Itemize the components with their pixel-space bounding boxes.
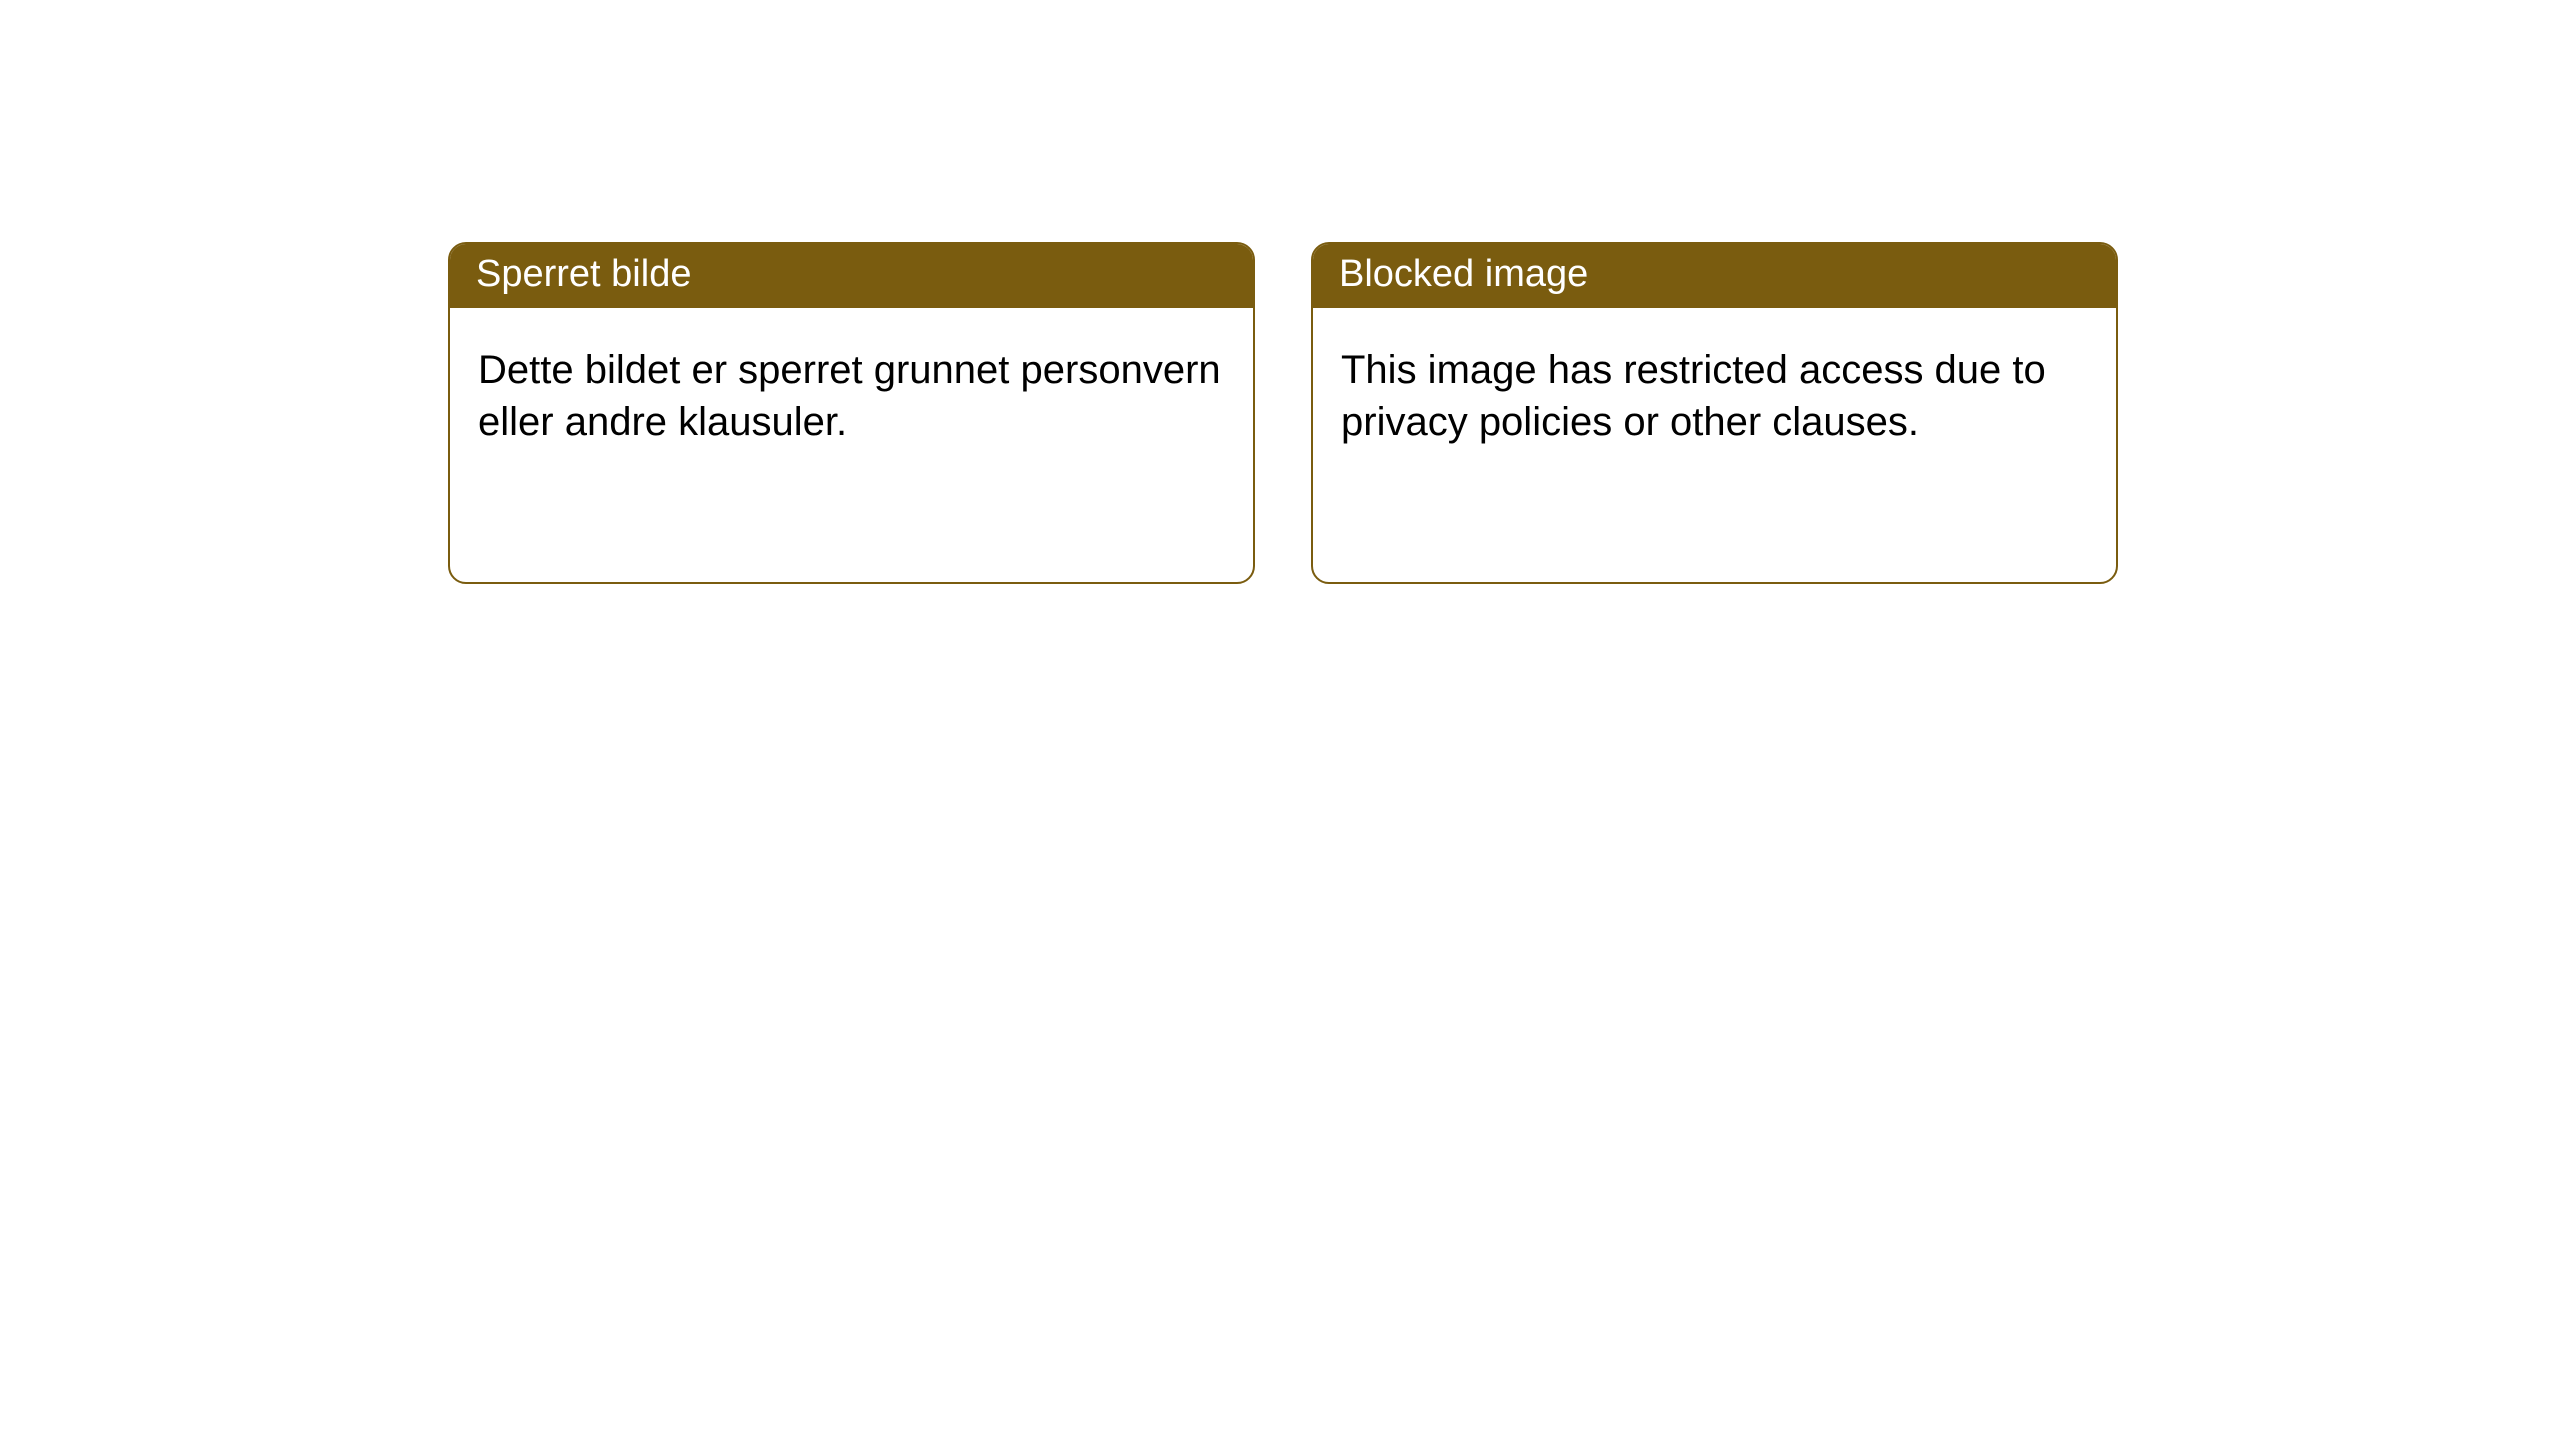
card-body-no: Dette bildet er sperret grunnet personve… <box>450 308 1253 582</box>
blocked-image-card-en: Blocked image This image has restricted … <box>1311 242 2118 584</box>
card-header-no: Sperret bilde <box>450 244 1253 308</box>
card-header-en: Blocked image <box>1313 244 2116 308</box>
card-body-en: This image has restricted access due to … <box>1313 308 2116 582</box>
notice-container: Sperret bilde Dette bildet er sperret gr… <box>0 0 2560 584</box>
blocked-image-card-no: Sperret bilde Dette bildet er sperret gr… <box>448 242 1255 584</box>
